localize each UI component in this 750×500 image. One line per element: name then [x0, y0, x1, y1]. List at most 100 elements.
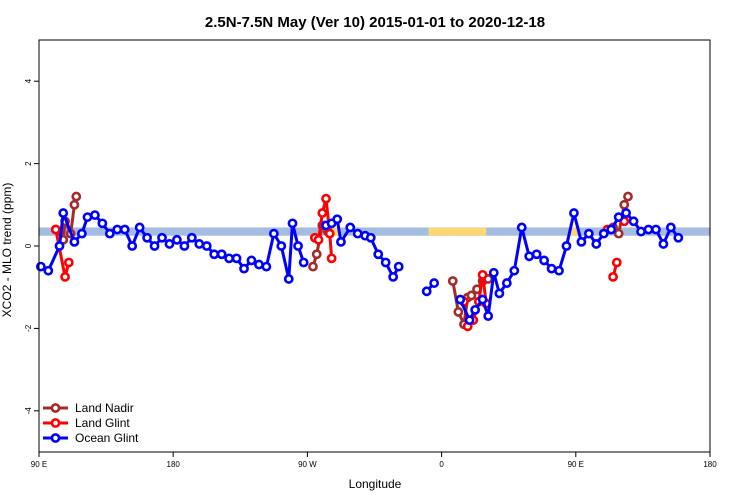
data-point — [224, 253, 235, 264]
data-point — [453, 307, 464, 317]
data-point — [164, 239, 175, 249]
data-point — [194, 239, 205, 249]
data-point — [324, 228, 335, 239]
data-point — [421, 286, 432, 297]
data-point — [313, 234, 324, 245]
x-tick-label: 90 W — [298, 460, 317, 469]
data-point — [43, 265, 54, 276]
data-point — [172, 234, 182, 245]
data-point — [636, 226, 646, 237]
legend-swatch-marker — [50, 403, 61, 413]
data-point — [524, 251, 535, 262]
x-axis-label: Longitude — [349, 477, 402, 491]
data-point — [483, 311, 494, 321]
data-point — [447, 276, 458, 286]
chart-title: 2.5N-7.5N May (Ver 10) 2015-01-01 to 202… — [205, 14, 545, 31]
data-point — [69, 199, 80, 210]
data-point — [352, 228, 363, 239]
x-tick-label: 180 — [703, 460, 717, 469]
reference-band — [39, 227, 710, 236]
plot-area: 90 E 180 90 W 0 90 E 180 -4 -2 0 2 4 — [24, 39, 717, 469]
data-point — [104, 228, 115, 239]
y-tick-label: 2 — [24, 161, 33, 166]
data-point — [317, 208, 328, 218]
y-tick-label: 4 — [24, 78, 33, 83]
data-point — [216, 249, 227, 260]
data-point — [509, 265, 520, 276]
data-point — [201, 241, 212, 251]
data-point — [591, 239, 602, 249]
data-point — [54, 241, 65, 251]
data-point — [112, 224, 123, 235]
data-point — [583, 228, 594, 239]
data-point — [606, 224, 617, 235]
land-band-segment — [570, 227, 578, 236]
data-point — [611, 257, 622, 268]
x-tick-label: 90 E — [31, 460, 47, 469]
data-point — [608, 271, 618, 282]
data-point — [516, 222, 527, 233]
data-point — [63, 257, 74, 268]
data-point — [127, 241, 138, 251]
data-point — [149, 241, 160, 251]
data-point — [283, 274, 294, 284]
data-point — [58, 208, 69, 218]
data-point — [90, 210, 100, 220]
data-point — [539, 255, 550, 266]
y-tick-label: -4 — [24, 407, 33, 415]
data-point — [494, 288, 505, 299]
data-point — [268, 228, 279, 239]
data-point — [321, 193, 331, 204]
data-point — [628, 216, 639, 227]
legend-swatch-marker — [50, 418, 61, 428]
legend-label: Land Glint — [75, 416, 130, 430]
data-point — [157, 232, 167, 243]
data-point — [569, 208, 579, 218]
data-point — [179, 241, 190, 251]
data-point — [651, 224, 661, 235]
data-point — [501, 278, 512, 288]
legend-item: Ocean Glint — [43, 431, 139, 445]
data-point — [393, 261, 404, 272]
data-point — [142, 232, 153, 243]
data-point — [60, 271, 70, 282]
data-point — [276, 241, 287, 251]
data-point — [429, 278, 440, 288]
legend-label: Land Nadir — [75, 401, 134, 415]
data-point — [186, 232, 197, 243]
land-band-segment — [450, 227, 487, 236]
data-point — [365, 232, 376, 243]
data-point — [388, 271, 399, 282]
legend-swatch-marker — [50, 433, 61, 443]
data-point — [308, 261, 318, 272]
data-point — [613, 212, 624, 223]
data-point — [477, 294, 488, 305]
x-tick-label: 180 — [167, 460, 181, 469]
data-point — [50, 224, 61, 235]
data-point — [561, 241, 572, 251]
y-axis-label: XCO2 - MLO trend (ppm) — [0, 183, 14, 318]
data-point — [209, 249, 220, 260]
data-point — [69, 236, 80, 247]
data-point — [531, 249, 542, 260]
series-ocean-glint — [35, 208, 684, 326]
land-band-segment — [428, 227, 451, 236]
data-point — [554, 265, 564, 276]
data-point — [298, 257, 309, 268]
data-point — [621, 208, 632, 218]
data-point — [336, 236, 346, 247]
data-point — [261, 261, 272, 272]
data-point — [332, 214, 343, 225]
data-point — [97, 218, 108, 229]
data-point — [246, 255, 257, 266]
data-point — [623, 191, 633, 202]
data-point — [293, 241, 303, 251]
data-point — [82, 212, 93, 223]
data-point — [239, 263, 249, 274]
data-point — [76, 228, 87, 239]
data-point — [345, 222, 356, 233]
legend-label: Ocean Glint — [75, 431, 139, 445]
data-point — [576, 236, 587, 247]
